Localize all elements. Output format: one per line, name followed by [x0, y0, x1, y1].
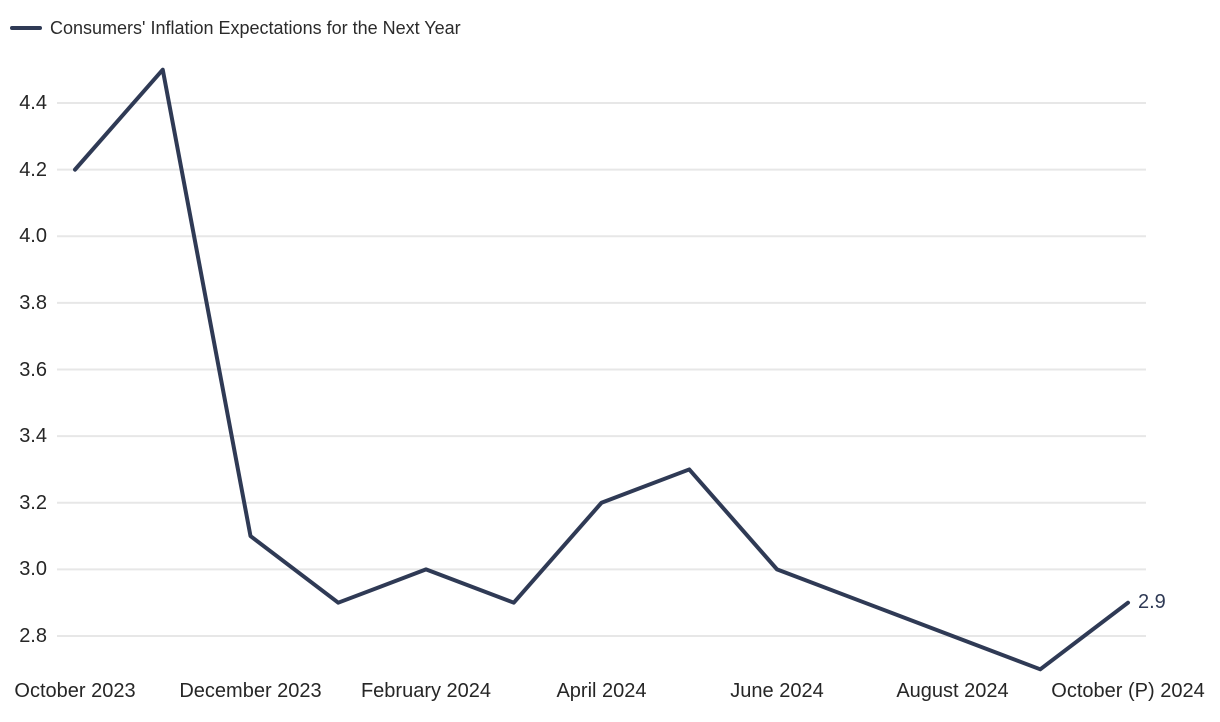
series-line [73, 67, 1130, 672]
x-tick-label: June 2024 [730, 680, 824, 702]
legend-label: Consumers' Inflation Expectations for th… [50, 18, 461, 38]
y-tick-label: 3.0 [19, 558, 47, 581]
x-tick-label: April 2024 [556, 680, 647, 702]
y-tick-label: 4.2 [19, 158, 47, 181]
x-tick-label: October (P) 2024 [1051, 680, 1205, 702]
y-tick-label: 3.6 [19, 358, 47, 381]
y-tick-label: 3.8 [19, 291, 47, 314]
gridlines [57, 102, 1146, 637]
chart-legend: Consumers' Inflation Expectations for th… [10, 17, 461, 39]
y-tick-label: 4.0 [19, 225, 47, 248]
y-tick-label: 3.4 [19, 425, 47, 448]
x-tick-label: February 2024 [360, 680, 492, 702]
x-tick-label: August 2024 [896, 680, 1009, 702]
x-tick-label: October 2023 [14, 680, 136, 702]
y-tick-label: 2.8 [19, 625, 47, 647]
y-tick-label: 4.4 [19, 92, 47, 114]
legend-line-swatch [10, 26, 42, 30]
last-value-label: 2.9 [1138, 591, 1166, 613]
x-tick-label: December 2023 [179, 680, 322, 702]
y-tick-label: 3.2 [19, 491, 47, 514]
